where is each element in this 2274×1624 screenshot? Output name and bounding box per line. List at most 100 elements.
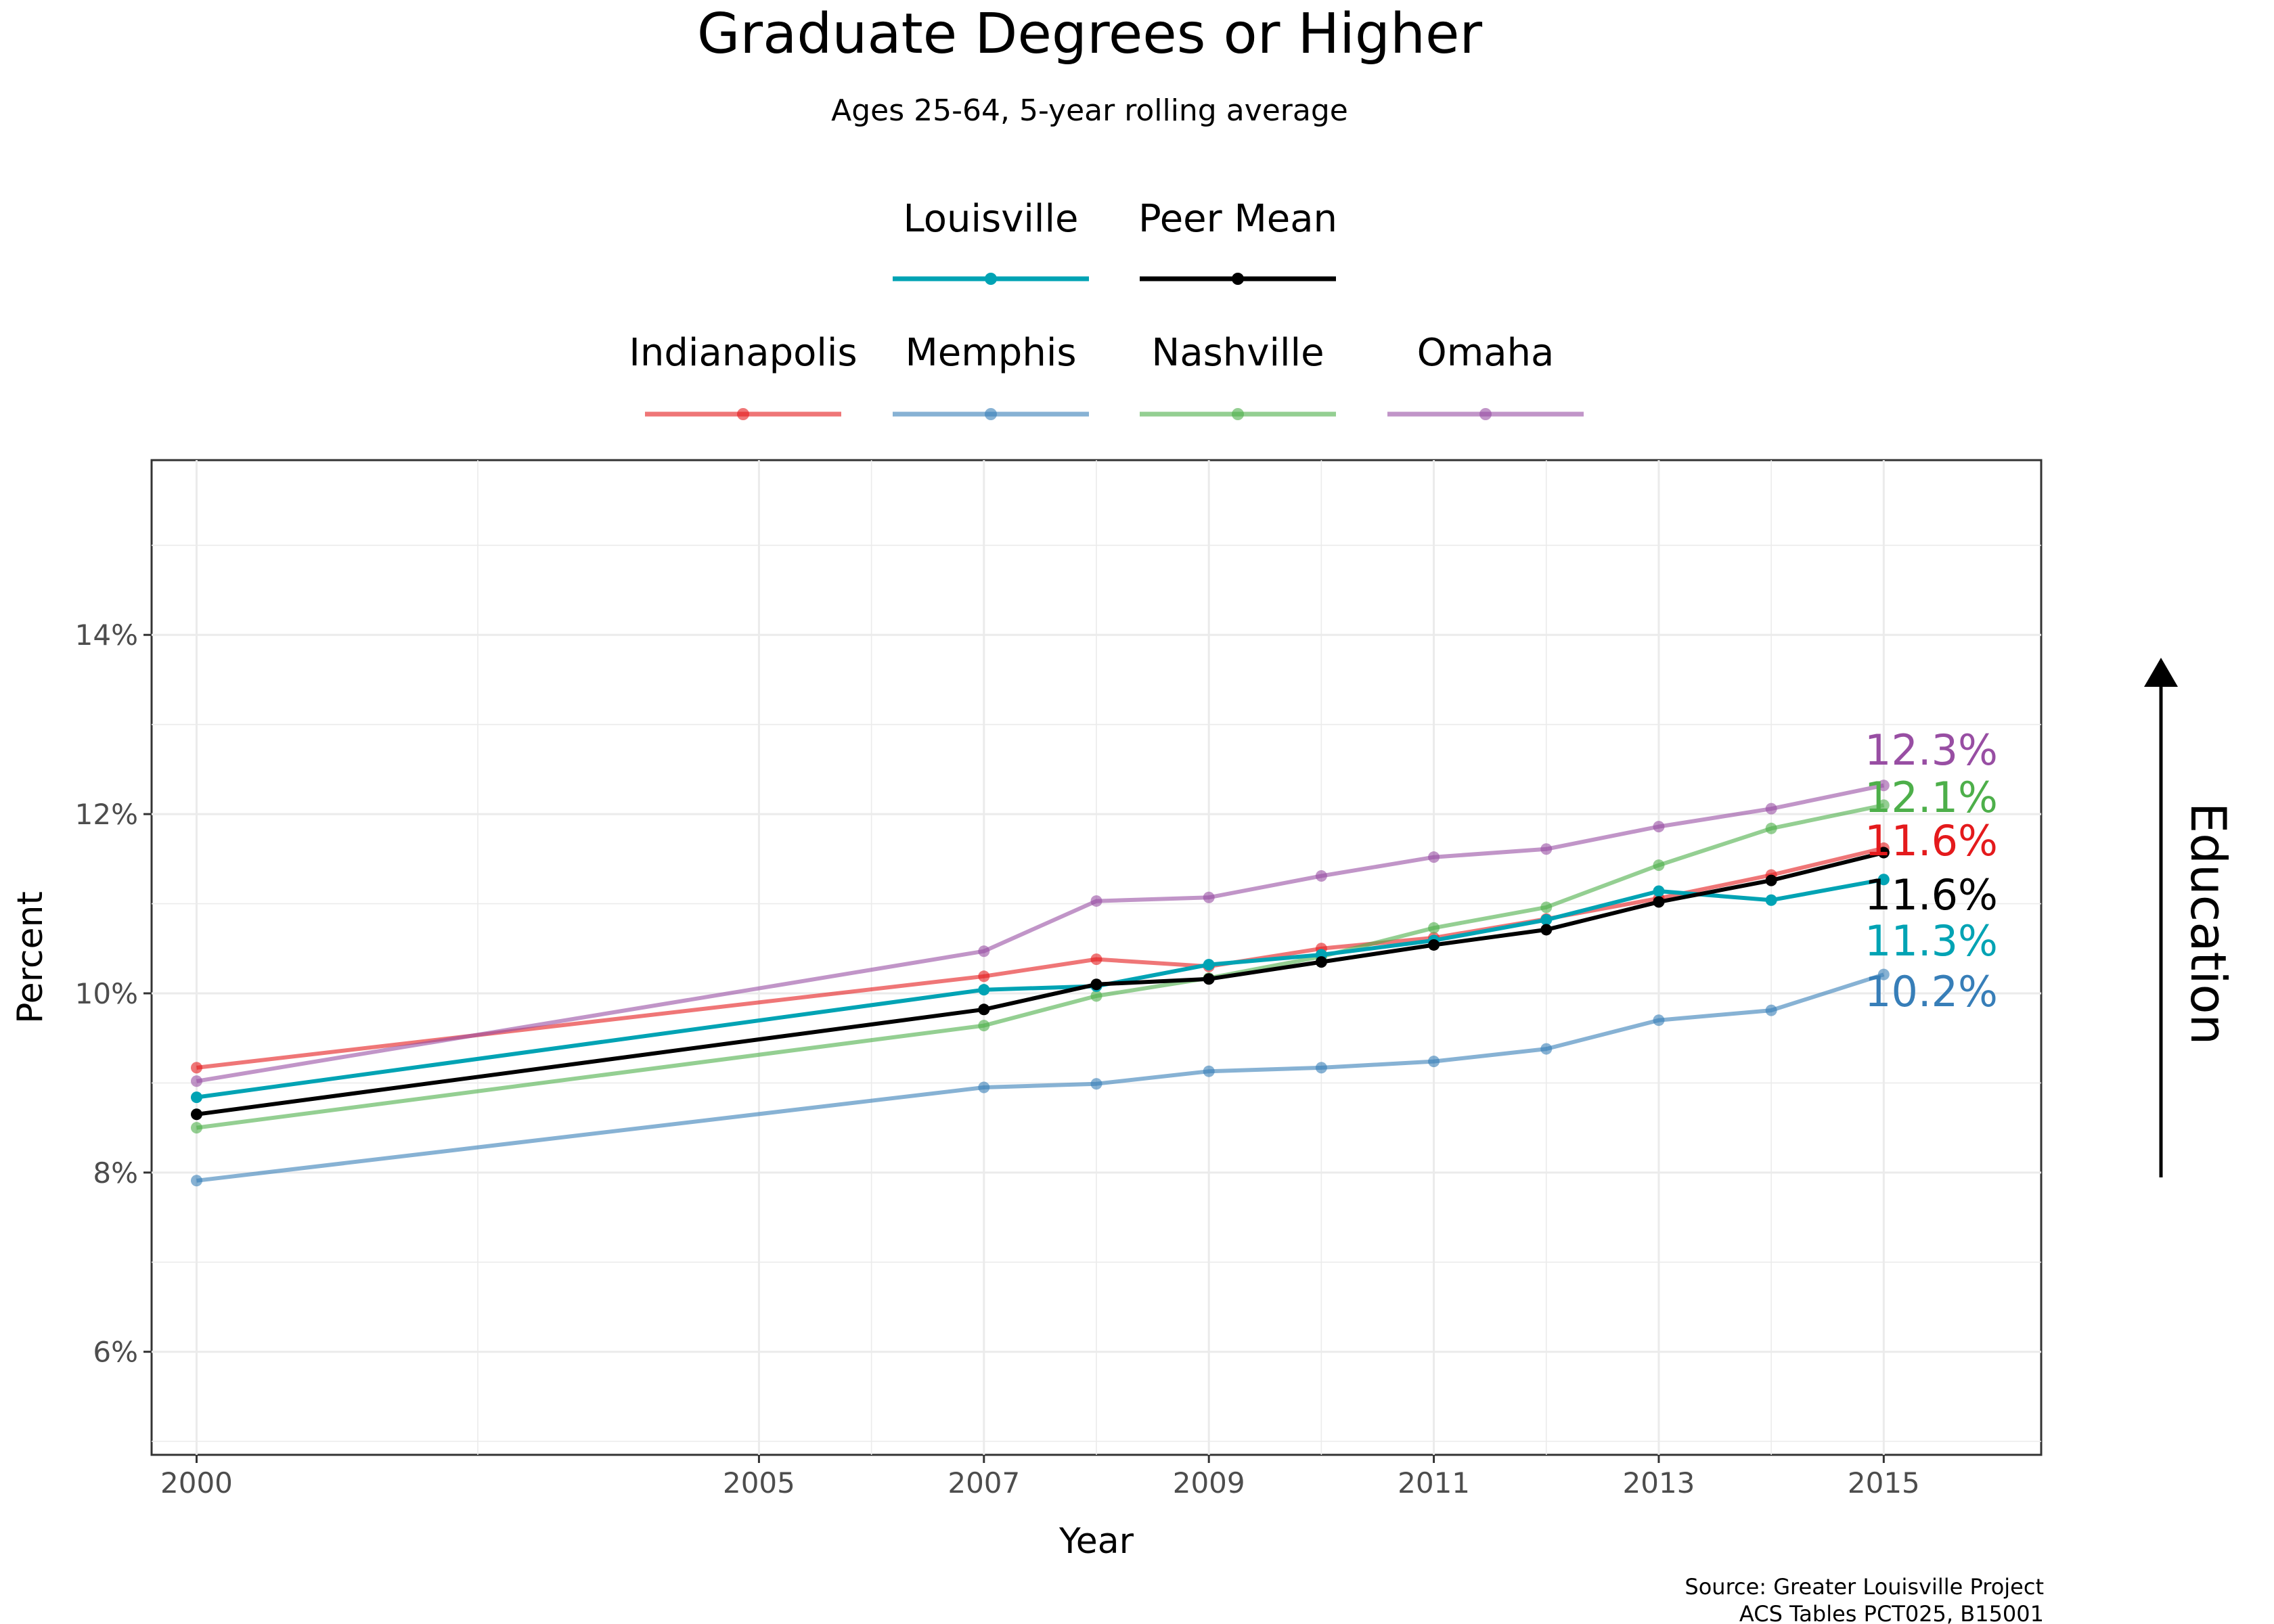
end-label-peer-mean: 11.6% xyxy=(1865,870,1998,920)
up-arrow-icon xyxy=(2144,658,2178,687)
y-tick-label: 10% xyxy=(75,977,138,1010)
source-line-1: Source: Greater Louisville Project xyxy=(1685,1574,2044,1600)
x-tick-label: 2013 xyxy=(1623,1466,1695,1499)
data-point xyxy=(190,1062,202,1074)
x-tick-label: 2011 xyxy=(1398,1466,1470,1499)
legend-item-peer-mean: Peer Mean xyxy=(1138,197,1337,285)
data-point xyxy=(1653,896,1665,908)
data-point xyxy=(1877,780,1890,792)
data-point xyxy=(978,945,990,957)
y-tick-label: 12% xyxy=(75,798,138,831)
end-label-indianapolis: 11.6% xyxy=(1865,816,1998,865)
x-tick-label: 2000 xyxy=(160,1466,233,1499)
data-point xyxy=(1428,922,1440,934)
data-point xyxy=(190,1091,202,1104)
data-point xyxy=(1540,843,1553,855)
data-point xyxy=(1540,924,1553,936)
legend-key-point xyxy=(737,408,749,420)
y-tick-label: 14% xyxy=(75,618,138,652)
data-point xyxy=(1877,874,1890,886)
legend-key-point xyxy=(1479,408,1492,420)
legend-item-louisville: Louisville xyxy=(893,197,1089,285)
x-axis-ticks: 2000 2005 2007 2009 2011 2013 2015 xyxy=(160,1455,1920,1499)
series-line xyxy=(196,877,1884,1100)
x-tick-label: 2015 xyxy=(1848,1466,1920,1499)
education-label: Education xyxy=(2180,803,2237,1045)
series-peer-mean xyxy=(190,847,1890,1121)
data-point xyxy=(1540,901,1553,914)
data-point xyxy=(190,1108,202,1121)
legend-label: Peer Mean xyxy=(1138,197,1337,241)
data-point xyxy=(1090,1078,1102,1090)
x-axis-label: Year xyxy=(1058,1521,1134,1562)
data-point xyxy=(1315,870,1327,882)
data-point xyxy=(190,1122,202,1134)
data-point xyxy=(1090,895,1102,907)
data-point xyxy=(1765,803,1777,815)
data-point xyxy=(1090,978,1102,991)
x-tick-label: 2007 xyxy=(948,1466,1020,1499)
gridlines xyxy=(152,460,2041,1455)
data-point xyxy=(1765,1004,1777,1016)
legend-label: Indianapolis xyxy=(629,331,857,375)
legend-key-point xyxy=(1232,273,1244,285)
data-point xyxy=(190,1075,202,1087)
data-point xyxy=(1877,847,1890,859)
legend: Louisville Peer Mean Indianapolis Memphis Na… xyxy=(629,197,1584,420)
series-lines xyxy=(190,780,1890,1187)
legend-label: Nashville xyxy=(1151,331,1324,375)
series-line xyxy=(196,972,1885,1183)
legend-key-point xyxy=(985,273,997,285)
data-point xyxy=(1428,851,1440,863)
data-point xyxy=(1765,894,1777,906)
chart-title: Graduate Degrees or Higher xyxy=(697,2,1483,66)
data-point xyxy=(1765,822,1777,834)
legend-label: Memphis xyxy=(905,331,1076,375)
series-line xyxy=(196,851,1885,1116)
end-label-louisville: 11.3% xyxy=(1865,916,1998,966)
end-label-omaha: 12.3% xyxy=(1865,725,1998,775)
legend-item-indianapolis: Indianapolis xyxy=(629,331,857,420)
y-tick-label: 8% xyxy=(93,1156,138,1190)
x-tick-label: 2005 xyxy=(723,1466,795,1499)
data-point xyxy=(1653,885,1665,897)
data-point xyxy=(978,970,990,983)
end-label-nashville: 12.1% xyxy=(1865,773,1998,822)
y-axis-label: Percent xyxy=(10,891,51,1024)
y-tick-label: 6% xyxy=(93,1336,138,1369)
data-point xyxy=(1315,956,1327,968)
series-line xyxy=(196,803,1884,1130)
legend-label: Louisville xyxy=(904,197,1079,241)
education-annotation: Education xyxy=(2144,658,2237,1177)
end-labels: 12.3%12.1%11.6%11.6%11.3%10.2% xyxy=(1865,725,1998,1016)
data-point xyxy=(1090,953,1102,966)
data-point xyxy=(1203,973,1215,985)
legend-item-memphis: Memphis xyxy=(893,331,1089,420)
data-point xyxy=(1877,799,1890,811)
data-point xyxy=(978,984,990,996)
end-label-memphis: 10.2% xyxy=(1865,967,1998,1016)
data-point xyxy=(1428,1056,1440,1068)
data-point xyxy=(978,1003,990,1016)
chart-subtitle: Ages 25-64, 5-year rolling average xyxy=(831,93,1348,128)
series-memphis xyxy=(190,968,1890,1187)
data-point xyxy=(1203,959,1215,971)
data-point xyxy=(1203,1065,1215,1077)
data-point xyxy=(1203,891,1215,903)
source-line-2: ACS Tables PCT025, B15001 xyxy=(1739,1601,2044,1624)
series-line xyxy=(196,783,1884,1083)
data-point xyxy=(1877,968,1890,980)
data-point xyxy=(1653,1014,1665,1027)
data-point xyxy=(978,1020,990,1032)
data-point xyxy=(978,1081,990,1093)
plot-area: 12.3%12.1%11.6%11.6%11.3%10.2% xyxy=(150,459,2043,1456)
data-point xyxy=(1428,939,1440,951)
data-point xyxy=(1765,874,1777,886)
data-point xyxy=(1540,914,1553,926)
legend-key-point xyxy=(1232,408,1244,420)
data-point xyxy=(190,1175,202,1187)
data-point xyxy=(1653,859,1665,872)
legend-label: Omaha xyxy=(1417,331,1555,375)
data-point xyxy=(1540,1043,1553,1055)
